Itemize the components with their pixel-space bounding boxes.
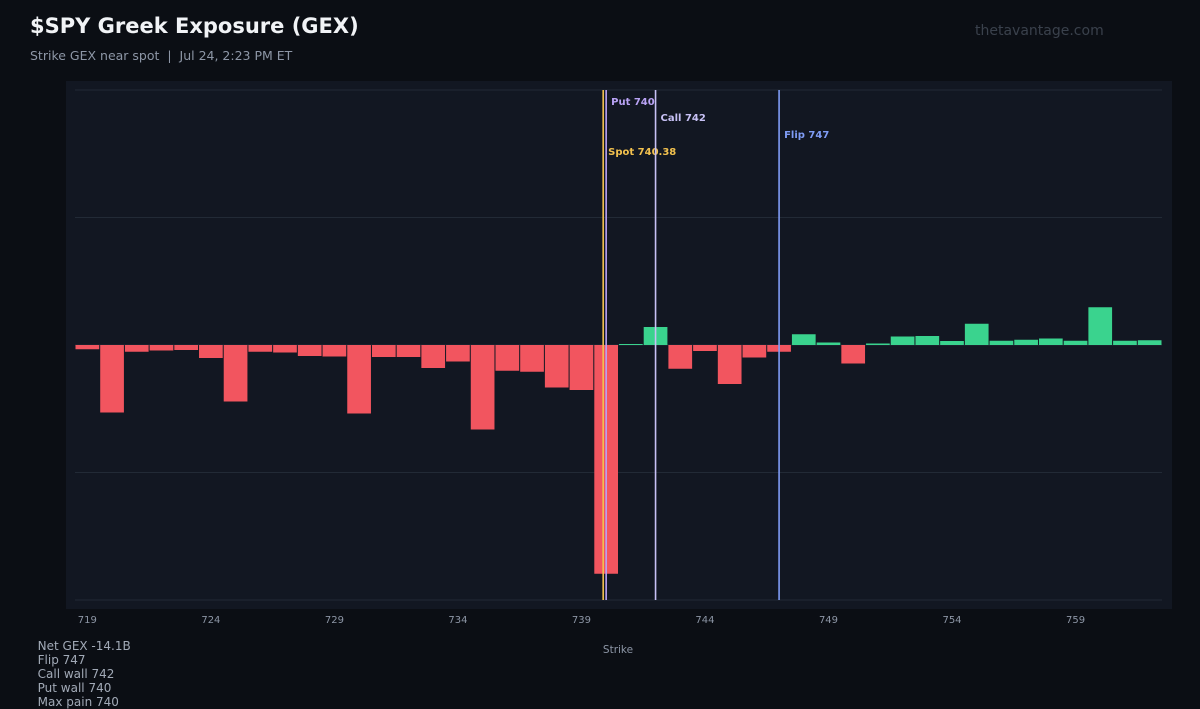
gex-bar-746: [742, 345, 767, 358]
gex-bar-738: [544, 345, 569, 388]
x-tick-759: 759: [1066, 615, 1085, 626]
gex-bar-730: [347, 345, 371, 414]
gex-bar-727: [273, 345, 297, 353]
gex-bar-751: [866, 343, 890, 345]
x-axis-label: Strike: [602, 644, 634, 656]
gex-bar-757: [1014, 339, 1038, 345]
x-tick-724: 724: [201, 615, 220, 626]
x-tick-739: 739: [572, 615, 591, 626]
flip-stat: Flip 747: [37, 653, 86, 667]
x-tick-749: 749: [819, 615, 838, 626]
call-wall-label: Call 742: [661, 113, 706, 124]
gex-bar-734: [446, 345, 470, 362]
gex-bar-756: [989, 340, 1014, 345]
gex-bar-726: [248, 345, 273, 352]
x-tick-734: 734: [448, 615, 467, 626]
gex-bar-722: [149, 345, 174, 351]
gex-bar-739: [569, 345, 594, 390]
flip-label: Flip 747: [784, 130, 829, 141]
gex-bar-chart: Spot 740.38 Put 740 Call 742 Flip 747 719 724…: [75, 89, 1162, 626]
gex-bar-753: [915, 336, 940, 345]
gex-bar-741: [619, 344, 643, 345]
x-tick-719: 719: [78, 615, 97, 626]
summary-footer: Net GEX -14.1B Flip 747 Call wall 742 Pu…: [30, 625, 141, 709]
gex-bar-761: [1113, 340, 1137, 345]
gex-bar-749: [816, 342, 841, 345]
gex-bar-731: [371, 345, 396, 357]
gex-bar-754: [940, 341, 964, 345]
chart-title: $SPY Greek Exposure (GEX): [30, 14, 359, 38]
spot-label: Spot 740.38: [608, 147, 676, 158]
gex-bar-750: [841, 345, 866, 364]
gex-bar-752: [890, 336, 915, 345]
gex-bar-725: [223, 345, 248, 402]
x-tick-729: 729: [325, 615, 344, 626]
gex-bar-724: [199, 345, 223, 358]
gex-bar-732: [396, 345, 421, 357]
gex-bar-728: [297, 345, 322, 356]
gex-bar-760: [1088, 307, 1113, 345]
put-wall-stat: Put wall 740: [37, 681, 112, 695]
gex-bar-736: [495, 345, 520, 371]
gex-bar-743: [668, 345, 693, 369]
gex-bar-735: [470, 345, 495, 430]
x-tick-754: 754: [942, 615, 961, 626]
gex-bar-720: [100, 345, 124, 413]
gex-bar-748: [791, 334, 816, 345]
net-gex-stat: Net GEX -14.1B: [37, 639, 131, 653]
x-tick-744: 744: [695, 615, 714, 626]
put-wall-label: Put 740: [611, 97, 655, 108]
gex-bar-737: [520, 345, 544, 372]
gex-bar-729: [322, 345, 347, 357]
gex-bar-723: [174, 345, 199, 350]
gex-bar-762: [1137, 340, 1162, 345]
chart-subtitle: Strike GEX near spot | Jul 24, 2:23 PM E…: [30, 48, 293, 63]
watermark: thetavantage.com: [975, 23, 1104, 39]
gex-bar-755: [964, 323, 989, 345]
max-pain-stat: Max pain 740: [37, 695, 119, 709]
gex-bar-758: [1038, 338, 1063, 345]
call-wall-stat: Call wall 742: [37, 667, 115, 681]
gex-bar-733: [421, 345, 446, 368]
gex-bar-745: [717, 345, 742, 384]
gex-bar-744: [693, 345, 717, 351]
gex-bar-719: [75, 345, 100, 350]
gex-bar-759: [1063, 340, 1088, 345]
gex-bar-721: [124, 345, 149, 352]
